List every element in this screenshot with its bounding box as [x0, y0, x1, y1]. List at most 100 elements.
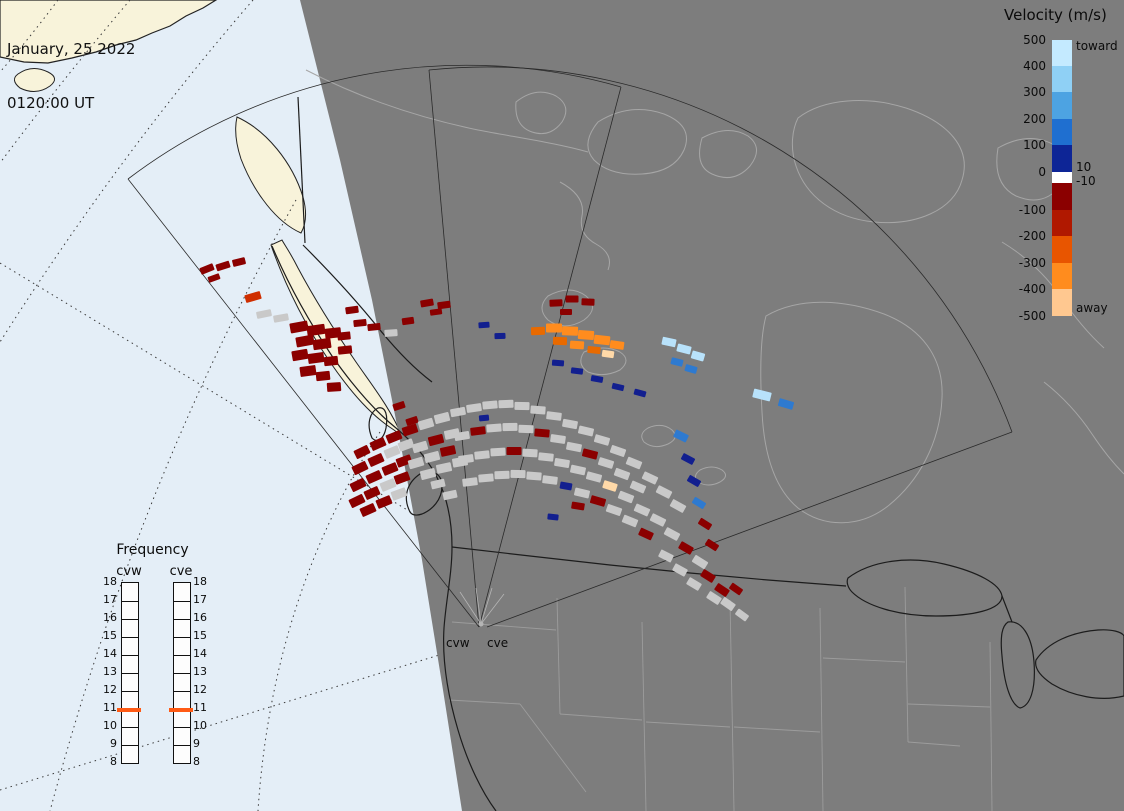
frequency-rung [122, 745, 138, 746]
state-border [907, 703, 991, 708]
frequency-rung [122, 673, 138, 674]
frequency-rung [174, 673, 190, 674]
state-border [733, 726, 821, 733]
state-border [641, 621, 647, 811]
colorbar-tick-label: 200 [1023, 112, 1046, 126]
colorbar-segment [1052, 236, 1072, 263]
graticule-line [0, 0, 59, 73]
colorbar-tick-label: 500 [1023, 33, 1046, 47]
frequency-legend: Frequency cvw 18 17 16 15 14 13 12 11 10 9 8 cve 18 17… [85, 540, 220, 785]
frequency-rung [122, 655, 138, 656]
colorbar-annotation: toward [1076, 39, 1118, 53]
colorbar-segment [1052, 66, 1072, 92]
arctic-coast-outline [305, 69, 589, 153]
colorbar-annotation: -10 [1076, 174, 1096, 188]
frequency-tick-label: 10 [193, 719, 207, 732]
colorbar-tick-label: 300 [1023, 85, 1046, 99]
time-label: 0120:00 UT [7, 94, 95, 112]
baffin-island-outline [791, 100, 965, 224]
frequency-rung [174, 745, 190, 746]
hudson-bay-outline [760, 301, 943, 524]
colorbar-segment [1052, 289, 1072, 316]
frequency-tick-label: 14 [103, 647, 117, 660]
state-border [451, 621, 557, 631]
frequency-tick-label: 9 [110, 737, 117, 750]
frequency-rung [122, 727, 138, 728]
frequency-scale-cve [173, 582, 191, 764]
colorbar-segment [1052, 92, 1072, 119]
frequency-marker [169, 707, 193, 712]
colorbar-tick-label: -100 [1018, 203, 1046, 217]
frequency-rung [174, 727, 190, 728]
colorbar-segment [1052, 145, 1072, 172]
state-border [556, 597, 561, 715]
frequency-rung [122, 601, 138, 602]
banks-island-outline [515, 91, 567, 135]
frequency-tick-label: 8 [110, 755, 117, 768]
colorbar-tick-label: 400 [1023, 59, 1046, 73]
colorbar-tick-label: -200 [1018, 229, 1046, 243]
state-border [448, 699, 521, 705]
frequency-tick-label: 15 [193, 629, 207, 642]
frequency-tick-label: 14 [193, 647, 207, 660]
fov-boundary-line [486, 431, 1013, 628]
state-border [645, 721, 731, 728]
frequency-tick-label: 13 [193, 665, 207, 678]
colorbar-segment [1052, 263, 1072, 289]
yukon-border [297, 96, 306, 244]
lake-superior-outline [846, 559, 1003, 617]
frequency-tick-label: 16 [103, 611, 117, 624]
date-label: January, 25 2022 [7, 40, 136, 58]
frequency-legend-title: Frequency [116, 542, 189, 558]
state-border [907, 741, 961, 747]
graticule-line [257, 431, 381, 811]
colorbar-segment [1052, 119, 1072, 145]
frequency-scale-cvw [121, 582, 139, 764]
frequency-tick-label: 13 [103, 665, 117, 678]
frequency-marker [117, 707, 141, 712]
lake-huron-outline [1035, 629, 1124, 699]
frequency-rung [174, 655, 190, 656]
radar-site-dot [478, 621, 484, 627]
frequency-column-label: cvw [116, 564, 142, 579]
velocity-legend-title: Velocity (m/s) [1004, 6, 1107, 24]
frequency-tick-label: 11 [103, 701, 117, 714]
state-border [519, 703, 587, 793]
state-border [904, 586, 909, 743]
victoria-island-outline [587, 109, 687, 175]
frequency-tick-label: 17 [103, 593, 117, 606]
colorbar-tick-label: 0 [1038, 165, 1046, 179]
great-bear-lake-outline [541, 289, 593, 327]
frequency-tick-label: 12 [193, 683, 207, 696]
lake-michigan-outline [1000, 621, 1035, 709]
great-lakes-outline [1001, 595, 1013, 623]
frequency-rung [174, 637, 190, 638]
fov-boundary-arc [127, 64, 622, 180]
land-yukon [235, 116, 307, 234]
arctic-coast-outline [559, 181, 610, 271]
land-island [14, 68, 55, 92]
fov-boundary-arc [428, 66, 1013, 433]
frequency-column-label: cve [169, 564, 193, 579]
labrador-coast-outline [1043, 381, 1124, 475]
state-border [729, 599, 735, 811]
colorbar-annotation: away [1076, 301, 1108, 315]
colorbar-segment [1052, 40, 1072, 66]
fov-boundary-line [127, 178, 480, 628]
fov-boundary-line [428, 69, 480, 628]
colorbar-tick-label: 100 [1023, 138, 1046, 152]
state-border [822, 657, 906, 663]
lake-outline [641, 424, 676, 448]
fov-boundary-line [478, 86, 622, 628]
graticule-line [49, 199, 297, 811]
frequency-tick-label: 16 [193, 611, 207, 624]
colorbar-tick-label: -500 [1018, 309, 1046, 323]
velocity-colorbar [1052, 40, 1072, 316]
frequency-tick-label: 12 [103, 683, 117, 696]
colorbar-segment [1052, 210, 1072, 236]
frequency-rung [174, 691, 190, 692]
radar-site-label: cvw [446, 636, 470, 650]
frequency-tick-label: 17 [193, 593, 207, 606]
colorbar-annotation: 10 [1076, 160, 1092, 174]
